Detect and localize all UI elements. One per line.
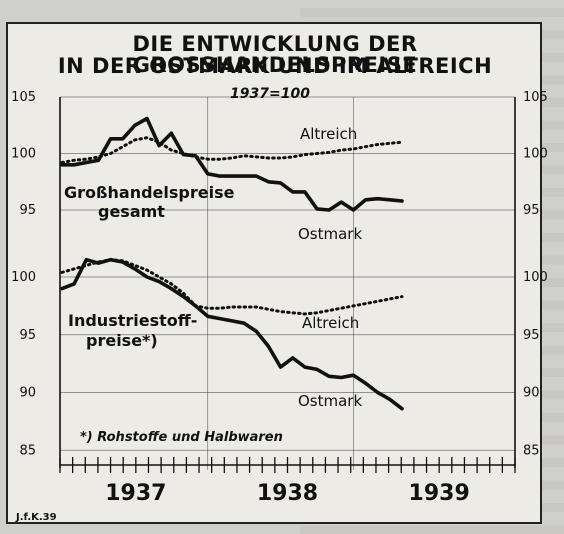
panel-label: preise*) <box>86 331 158 350</box>
series-label: Altreich <box>302 314 359 332</box>
y-tick-label-right: 100 <box>523 147 548 162</box>
y-tick-label-left: 100 <box>11 147 36 162</box>
panel-label: Industriestoff- <box>68 311 197 330</box>
x-year-label: 1937 <box>105 481 166 506</box>
series-label: Ostmark <box>298 392 362 410</box>
background-text-line <box>300 8 564 17</box>
y-tick-label-left: 100 <box>11 270 36 285</box>
chart-frame <box>6 22 542 524</box>
y-tick-label-left: 90 <box>19 386 36 401</box>
credit-text: J.f.K.39 <box>16 512 57 523</box>
series-label: Ostmark <box>298 225 362 243</box>
y-tick-label-right: 100 <box>523 270 548 285</box>
footnote-text: *) Rohstoffe und Halbwaren <box>80 430 283 445</box>
y-tick-label-left: 105 <box>11 90 36 105</box>
y-tick-label-right: 90 <box>523 386 540 401</box>
series-top-ostmark-line <box>60 116 404 212</box>
x-year-label: 1938 <box>257 481 318 506</box>
chart-title-line-1: DIE ENTWICKLUNG DER GROSSHANDELSPREISE <box>132 32 418 77</box>
panel-label: gesamt <box>98 202 165 221</box>
chart-subtitle: 1937=100 <box>230 86 310 102</box>
x-year-label: 1939 <box>409 481 470 506</box>
y-tick-label-left: 85 <box>19 443 36 458</box>
series-bottom-ostmark-line <box>60 257 404 411</box>
y-tick-label-right: 95 <box>523 328 540 343</box>
y-tick-label-left: 95 <box>19 328 36 343</box>
y-tick-label-right: 95 <box>523 203 540 218</box>
y-tick-label-right: 105 <box>523 90 548 105</box>
series-label: Altreich <box>300 125 357 143</box>
series-top-altreich-line <box>60 136 404 164</box>
y-tick-label-left: 95 <box>19 203 36 218</box>
series-bottom-altreich-line <box>60 258 404 316</box>
panel-label: Großhandelspreise <box>64 183 235 202</box>
y-tick-label-right: 85 <box>523 443 540 458</box>
background-text-line <box>300 525 564 534</box>
chart-title-line-2: IN DER OSTMARK UND IM ALTREICH <box>57 54 493 78</box>
